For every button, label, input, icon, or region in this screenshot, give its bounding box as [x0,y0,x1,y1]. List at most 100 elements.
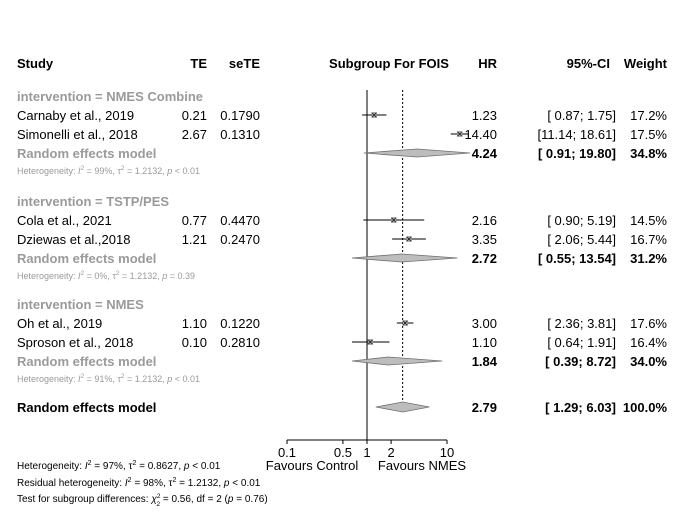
pooled-label-g1: Random effects model [17,251,156,266]
x-tick-label-1: 0.5 [334,445,352,460]
overall-diamond [375,401,430,413]
header-sete: seTE [229,56,260,71]
footer-residual-heterogeneity-tau-value: = 1.2132, [176,478,224,489]
footer-residual-heterogeneity-tau-sup: 2 [172,477,176,484]
overall-weight: 100.0% [623,400,668,415]
subgroup-heterogeneity-2: Heterogeneity: I2 = 91%, τ2 = 1.2132, p … [17,373,200,384]
study-te-g2-s0: 1.10 [182,316,207,331]
study-name-g2-s1: Sproson et al., 2018 [17,335,133,350]
subgroup-heterogeneity-2-i-sup: 2 [81,373,85,380]
study-weight-g0-s1: 17.5% [630,127,667,142]
pooled-label-g0: Random effects model [17,146,156,161]
pooled-hr-g2: 1.84 [472,354,498,369]
subgroup-heterogeneity-1-tau-label: τ [112,271,116,281]
study-hr-g2-s1: 1.10 [472,335,497,350]
header-study: Study [17,56,54,71]
footer-heterogeneity-p-value: < 0.01 [189,461,220,472]
footer-subgroup-test-chi-sub: 2 [156,501,160,508]
pooled-diamond-g1 [351,253,458,263]
subgroup-heterogeneity-1-p-label: p [161,271,167,281]
study-te-g0-s0: 0.21 [182,108,207,123]
subgroup-heterogeneity-2-tau-sup: 2 [121,373,125,380]
footer-residual-heterogeneity-i-value: = 98%, [132,478,169,489]
pooled-weight-g0: 34.8% [630,146,667,161]
footer-subgroup-test-prefix: Test for subgroup differences: [17,494,151,505]
study-ci-g2-s1: [ 0.64; 1.91] [547,335,616,350]
x-label-favours-nmes: Favours NMES [378,458,466,473]
footer-subgroup-test-chi-sup: 2 [157,493,161,500]
subgroup-heterogeneity-2-tau-label: τ [117,374,121,384]
subgroup-header-2: intervention = NMES [17,297,144,312]
study-ci-g0-s1: [11.14; 18.61] [537,127,616,142]
study-name-g2-s0: Oh et al., 2019 [17,316,102,331]
pooled-ci-g0: [ 0.91; 19.80] [538,146,616,161]
pooled-ci-g2: [ 0.39; 8.72] [545,354,616,369]
overall-label: Random effects model [17,400,156,415]
study-name-g0-s0: Carnaby et al., 2019 [17,108,134,123]
subgroup-heterogeneity-1-i-sup: 2 [81,270,85,277]
header-hr: HR [478,56,497,71]
study-te-g2-s1: 0.10 [182,335,207,350]
subgroup-heterogeneity-2-i-value: = 91%, [84,374,117,384]
pooled-label-g2: Random effects model [17,354,156,369]
footer-heterogeneity-p-label: p [183,461,190,472]
pooled-diamond-g0 [363,148,471,158]
study-name-g1-s0: Cola et al., 2021 [17,213,112,228]
effect-mark-b-g0-s1 [457,131,462,137]
study-te-g1-s1: 1.21 [182,232,207,247]
subgroup-heterogeneity-1: Heterogeneity: I2 = 0%, τ2 = 1.2132, p =… [17,270,195,281]
study-sete-g2-s0: 0.1220 [220,316,260,331]
x-tick-label-4: 10 [440,445,454,460]
footer-subgroup-test: Test for subgroup differences: χ2 2 = 0.5… [17,493,268,508]
subgroup-heterogeneity-0-i-value: = 99%, [84,166,117,176]
study-weight-g0-s0: 17.2% [630,108,667,123]
footer-subgroup-test-p-value: = 0.76) [233,494,267,505]
x-label-favours-control: Favours Control [266,458,359,473]
subgroup-header-1: intervention = TSTP/PES [17,194,169,209]
study-hr-g0-s0: 1.23 [472,108,497,123]
study-sete-g2-s1: 0.2810 [220,335,260,350]
pooled-weight-g2: 34.0% [630,354,667,369]
subgroup-heterogeneity-2-p-label: p [166,374,172,384]
footer-residual-heterogeneity-p-value: < 0.01 [229,478,260,489]
header-ci: 95%-CI [567,56,610,71]
subgroup-heterogeneity-1-i-label: I [78,271,81,281]
x-tick-label-3: 2 [387,445,394,460]
subgroup-heterogeneity-0-tau-sup: 2 [121,165,125,172]
subgroup-heterogeneity-0-tau-value: = 1.2132, [124,166,167,176]
footer-heterogeneity-i-value: = 97%, [92,461,129,472]
study-weight-g2-s1: 16.4% [630,335,667,350]
subgroup-heterogeneity-2-prefix: Heterogeneity: [17,374,78,384]
footer-heterogeneity-i-label: I [85,461,88,472]
subgroup-heterogeneity-1-tau-value: = 1.2132, [119,271,162,281]
study-ci-g2-s0: [ 2.36; 3.81] [547,316,616,331]
subgroup-heterogeneity-1-p-value: = 0.39 [167,271,195,281]
footer-heterogeneity-tau-sup: 2 [132,460,136,467]
study-hr-g1-s0: 2.16 [472,213,497,228]
x-tick-label-2: 1 [363,445,370,460]
effect-mark-b-g2-s1 [368,339,373,345]
footer-subgroup-test-chi-label: χ [150,494,157,505]
effect-mark-b-g2-s0 [402,320,408,326]
footer-heterogeneity-tau-value: = 0.8627, [136,461,184,472]
footer-residual-heterogeneity-i-label: I [125,478,128,489]
subgroup-heterogeneity-2-p-value: < 0.01 [172,374,200,384]
subgroup-heterogeneity-1-tau-sup: 2 [116,270,120,277]
header-plot-title: Subgroup For FOIS [329,56,449,71]
footer-subgroup-test-chi-value: = 0.56, df = 2 ( [160,494,228,505]
footer-residual-heterogeneity-tau-label: τ [169,478,173,489]
subgroup-heterogeneity-0-i-label: I [78,166,81,176]
study-hr-g0-s1: 14.40 [464,127,497,142]
pooled-ci-g1: [ 0.55; 13.54] [538,251,616,266]
study-name-g0-s1: Simonelli et al., 2018 [17,127,138,142]
subgroup-heterogeneity-0-prefix: Heterogeneity: [17,166,78,176]
study-sete-g0-s1: 0.1310 [220,127,260,142]
x-tick-label-0: 0.1 [278,445,296,460]
footer-subgroup-test-p-label: p [227,494,234,505]
study-sete-g0-s0: 0.1790 [220,108,260,123]
overall-hr: 2.79 [472,400,497,415]
study-ci-g1-s1: [ 2.06; 5.44] [547,232,616,247]
pooled-hr-g0: 4.24 [472,146,498,161]
overall-ci: [ 1.29; 6.03] [545,400,616,415]
